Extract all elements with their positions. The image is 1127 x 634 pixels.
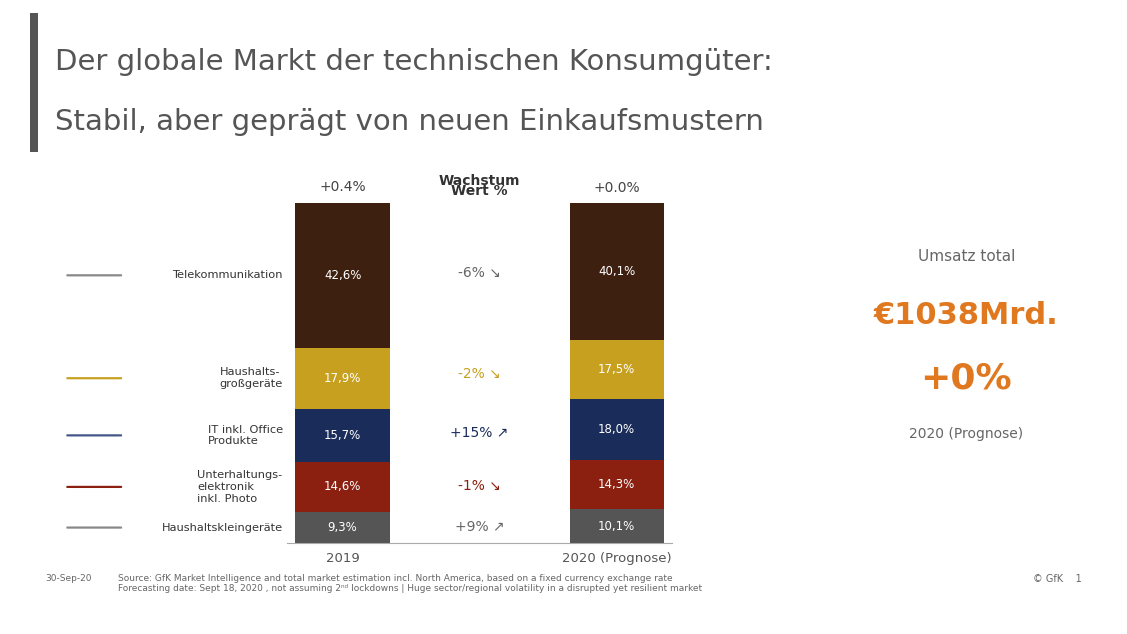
Bar <box>295 409 390 462</box>
Text: 40,1%: 40,1% <box>598 265 636 278</box>
FancyBboxPatch shape <box>66 274 122 276</box>
Bar <box>295 348 390 409</box>
Text: IT inkl. Office
Produkte: IT inkl. Office Produkte <box>207 425 283 446</box>
Text: 2019: 2019 <box>326 552 360 565</box>
Text: Der globale Markt der technischen Konsumgüter:: Der globale Markt der technischen Konsum… <box>54 48 772 75</box>
Text: 10,1%: 10,1% <box>598 520 636 533</box>
Text: -1% ↘: -1% ↘ <box>459 479 502 493</box>
Text: © GfK    1: © GfK 1 <box>1033 574 1082 584</box>
Text: €1038Mrd.: €1038Mrd. <box>875 301 1058 330</box>
Text: +9% ↗: +9% ↗ <box>455 520 505 534</box>
Bar <box>569 399 664 460</box>
Bar <box>29 13 37 152</box>
Bar <box>295 462 390 512</box>
Bar <box>569 203 664 340</box>
Text: 15,7%: 15,7% <box>323 429 362 442</box>
Text: +0%: +0% <box>921 361 1012 396</box>
Text: 42,6%: 42,6% <box>323 269 362 281</box>
FancyBboxPatch shape <box>66 486 122 488</box>
Text: +0.0%: +0.0% <box>594 181 640 195</box>
Text: 2020 (Prognose): 2020 (Prognose) <box>909 427 1023 441</box>
Text: Umsatz total: Umsatz total <box>917 249 1015 264</box>
Text: 2020 (Prognose): 2020 (Prognose) <box>562 552 672 565</box>
Text: -2% ↘: -2% ↘ <box>459 367 502 381</box>
Text: Haushaltskleingeräte: Haushaltskleingeräte <box>161 522 283 533</box>
Text: Stabil, aber geprägt von neuen Einkaufsmustern: Stabil, aber geprägt von neuen Einkaufsm… <box>54 108 763 136</box>
Text: Telekommunikation: Telekommunikation <box>172 270 283 280</box>
Text: Haushalts-
großgeräte: Haushalts- großgeräte <box>220 368 283 389</box>
FancyBboxPatch shape <box>66 434 122 436</box>
Bar <box>569 509 664 543</box>
Text: 18,0%: 18,0% <box>598 424 636 436</box>
Text: Unterhaltungs-
elektronik
inkl. Photo: Unterhaltungs- elektronik inkl. Photo <box>197 470 283 503</box>
Text: Source: GfK Market Intelligence and total market estimation incl. North America,: Source: GfK Market Intelligence and tota… <box>117 574 702 593</box>
Text: 14,6%: 14,6% <box>323 481 362 493</box>
Text: -6% ↘: -6% ↘ <box>459 266 502 280</box>
Text: 9,3%: 9,3% <box>328 521 357 534</box>
Text: +15% ↗: +15% ↗ <box>451 425 508 439</box>
Text: +0.4%: +0.4% <box>319 180 366 195</box>
Text: 14,3%: 14,3% <box>598 478 636 491</box>
Bar <box>569 460 664 509</box>
Text: 17,5%: 17,5% <box>598 363 636 376</box>
FancyBboxPatch shape <box>66 526 122 529</box>
Text: 30-Sep-20: 30-Sep-20 <box>45 574 91 583</box>
Bar <box>295 512 390 543</box>
Bar <box>569 340 664 399</box>
Text: GfK: GfK <box>1000 55 1068 88</box>
FancyBboxPatch shape <box>66 377 122 379</box>
Text: Wachstum: Wachstum <box>438 174 521 188</box>
Text: Wert %: Wert % <box>451 184 508 198</box>
Bar <box>295 203 390 348</box>
Text: 17,9%: 17,9% <box>323 372 362 385</box>
